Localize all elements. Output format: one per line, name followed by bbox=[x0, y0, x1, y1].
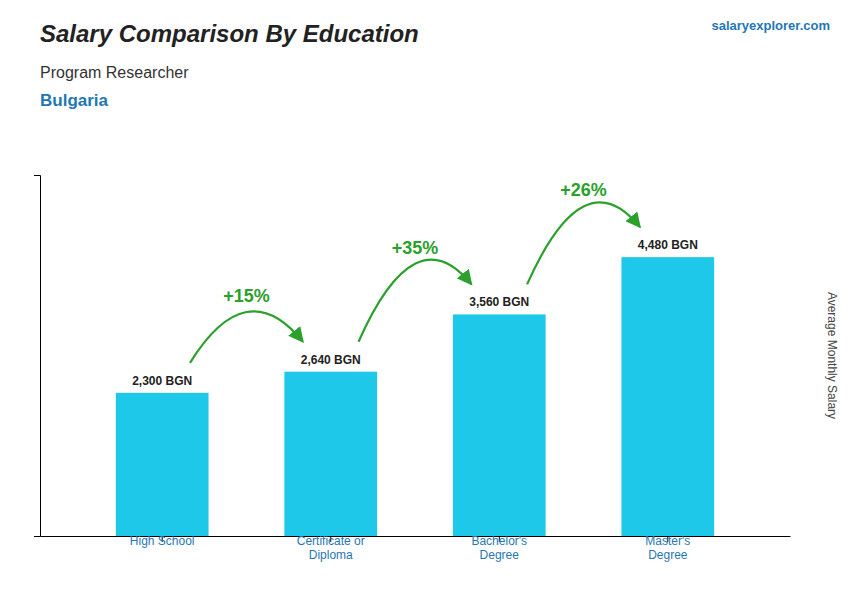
x-tick-label-line: High School bbox=[130, 534, 195, 548]
subtitle: Bulgaria bbox=[40, 91, 109, 110]
bar bbox=[453, 314, 546, 536]
annotation: +26% bbox=[560, 180, 607, 200]
data-label: 4,480 BGN bbox=[638, 238, 698, 252]
title: Salary Comparison By Education bbox=[40, 20, 419, 47]
annotation: +15% bbox=[223, 286, 270, 306]
x-tick-label: Master'sDegree bbox=[645, 534, 690, 562]
annotations: +15% +35% +26% bbox=[190, 180, 640, 362]
source: salaryexplorer.com bbox=[711, 18, 830, 33]
data-label: 3,560 BGN bbox=[469, 295, 529, 309]
x-tick-label-line: Degree bbox=[480, 548, 520, 562]
x-tick-label-line: Certificate or bbox=[297, 534, 365, 548]
x-tick-label: Certificate orDiploma bbox=[297, 534, 365, 562]
x-axis: High School Certificate orDiploma Bachelor… bbox=[41, 534, 791, 562]
annotation: +35% bbox=[392, 238, 439, 258]
x-tick-label: High School bbox=[130, 534, 195, 548]
bar bbox=[116, 393, 209, 536]
x-tick: High School bbox=[130, 534, 195, 548]
x-tick-label-line: Diploma bbox=[309, 548, 353, 562]
arrow bbox=[359, 260, 472, 342]
bars bbox=[116, 257, 714, 536]
chart: Salary Comparison By Education Program Re… bbox=[0, 0, 850, 606]
y-axis-line bbox=[34, 176, 41, 537]
y-axis-title: Average Monthly Salary bbox=[825, 292, 839, 419]
x-tick: Bachelor'sDegree bbox=[471, 534, 527, 562]
data-label: 2,640 BGN bbox=[301, 353, 361, 367]
arrow bbox=[527, 202, 640, 284]
subtitle: Program Researcher bbox=[40, 64, 189, 81]
data-label: 2,300 BGN bbox=[132, 374, 192, 388]
bar bbox=[284, 372, 377, 536]
x-tick-label-line: Bachelor's bbox=[471, 534, 527, 548]
x-tick: Certificate orDiploma bbox=[297, 534, 365, 562]
x-tick-label-line: Master's bbox=[645, 534, 690, 548]
x-tick-label: Bachelor'sDegree bbox=[471, 534, 527, 562]
x-tick: Master'sDegree bbox=[645, 534, 690, 562]
y-axis bbox=[34, 176, 41, 537]
x-tick-label-line: Degree bbox=[648, 548, 688, 562]
bar bbox=[621, 257, 714, 536]
arrow bbox=[190, 311, 303, 363]
